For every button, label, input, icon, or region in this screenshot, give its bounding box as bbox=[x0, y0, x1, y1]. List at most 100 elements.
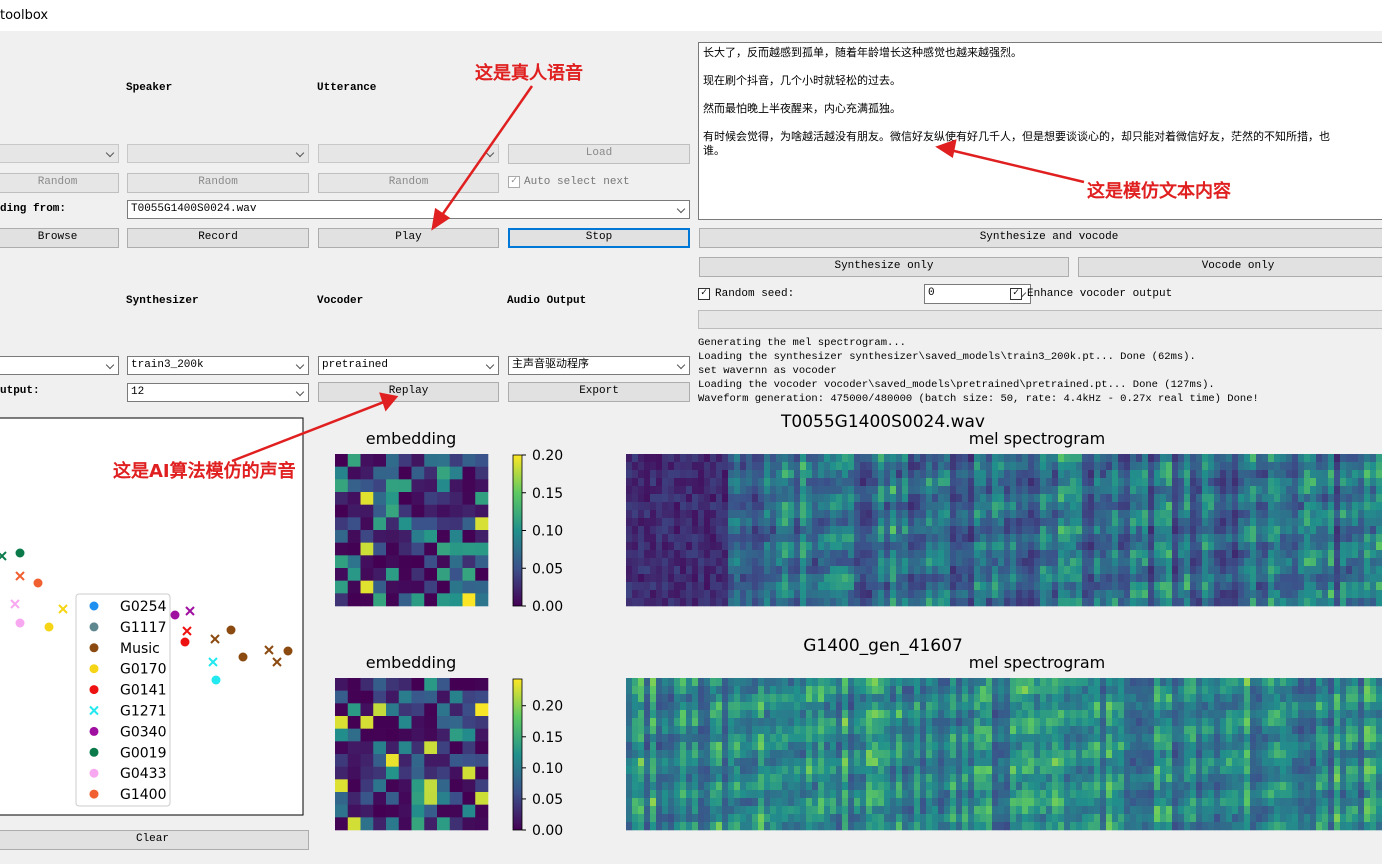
spectrogram-cell bbox=[962, 710, 969, 719]
embedding-cell bbox=[462, 530, 476, 543]
spectrogram-cell bbox=[992, 822, 999, 831]
spectrogram-cell bbox=[1148, 470, 1155, 479]
spectrogram-cell bbox=[1298, 694, 1305, 703]
spectrogram-cell bbox=[1202, 470, 1209, 479]
spectrogram-cell bbox=[680, 462, 687, 471]
spectrogram-cell bbox=[938, 718, 945, 727]
projection-point bbox=[264, 645, 274, 655]
spectrogram-cell bbox=[1004, 590, 1011, 599]
spectrogram-cell bbox=[662, 558, 669, 567]
spectrogram-cell bbox=[740, 806, 747, 815]
spectrogram-cell bbox=[1076, 550, 1083, 559]
spectrogram-cell bbox=[746, 782, 753, 791]
spectrogram-cell bbox=[1352, 486, 1359, 495]
spectrogram-cell bbox=[944, 494, 951, 503]
spectrogram-cell bbox=[932, 486, 939, 495]
spectrogram-cell bbox=[1022, 766, 1029, 775]
spectrogram-cell bbox=[776, 822, 783, 831]
spectrogram-cell bbox=[1256, 694, 1263, 703]
spectrogram-cell bbox=[1124, 478, 1131, 487]
spectrogram-cell bbox=[1154, 494, 1161, 503]
spectrogram-cell bbox=[662, 502, 669, 511]
spectrogram-cell bbox=[974, 494, 981, 503]
spectrogram-cell bbox=[1070, 534, 1077, 543]
spectrogram-cell bbox=[908, 750, 915, 759]
spectrogram-cell bbox=[698, 558, 705, 567]
spectrogram-cell bbox=[944, 822, 951, 831]
embedding-cell bbox=[386, 593, 400, 607]
spectrogram-cell bbox=[1298, 486, 1305, 495]
spectrogram-cell bbox=[1280, 518, 1287, 527]
spectrogram-cell bbox=[854, 494, 861, 503]
spectrogram-cell bbox=[938, 454, 945, 463]
spectrogram-cell bbox=[926, 750, 933, 759]
spectrogram-cell bbox=[1094, 726, 1101, 735]
spectrogram-cell bbox=[806, 470, 813, 479]
spectrogram-cell bbox=[746, 574, 753, 583]
spectrogram-cell bbox=[1310, 526, 1317, 535]
spectrogram-cell bbox=[1166, 526, 1173, 535]
spectrogram-cell bbox=[1262, 542, 1269, 551]
spectrogram-cell bbox=[962, 558, 969, 567]
spectrogram-cell bbox=[1262, 526, 1269, 535]
spectrogram-cell bbox=[1292, 774, 1299, 783]
spectrogram-cell bbox=[812, 470, 819, 479]
spectrogram-cell bbox=[950, 790, 957, 799]
spectrogram-cell bbox=[968, 710, 975, 719]
spectrogram-cell bbox=[704, 758, 711, 767]
spectrogram-cell bbox=[1244, 550, 1251, 559]
spectrogram-cell bbox=[632, 734, 639, 743]
spectrogram-cell bbox=[728, 542, 735, 551]
spectrogram-cell bbox=[908, 678, 915, 687]
spectrogram-cell bbox=[1058, 758, 1065, 767]
spectrogram-cell bbox=[1052, 774, 1059, 783]
window-title: toolbox bbox=[0, 8, 49, 23]
spectrogram-cell bbox=[1070, 502, 1077, 511]
spectrogram-cell bbox=[662, 494, 669, 503]
spectrogram-cell bbox=[1184, 590, 1191, 599]
spectrogram-cell bbox=[914, 590, 921, 599]
spectrogram-cell bbox=[1076, 782, 1083, 791]
spectrogram-cell bbox=[902, 774, 909, 783]
spectrogram-cell bbox=[1094, 558, 1101, 567]
spectrogram-cell bbox=[1202, 806, 1209, 815]
spectrogram-cell bbox=[1286, 494, 1293, 503]
spectrogram-cell bbox=[1058, 510, 1065, 519]
spectrogram-cell bbox=[1226, 806, 1233, 815]
spectrogram-cell bbox=[746, 678, 753, 687]
spectrogram-cell bbox=[884, 534, 891, 543]
spectrogram-cell bbox=[1100, 518, 1107, 527]
embedding-cell bbox=[335, 517, 349, 531]
spectrogram-cell bbox=[1304, 510, 1311, 519]
spectrogram-cell bbox=[1106, 774, 1113, 783]
embedding-cell bbox=[347, 542, 361, 556]
spectrogram-cell bbox=[1358, 542, 1365, 551]
spectrogram-cell bbox=[848, 710, 855, 719]
spectrogram-cell bbox=[1184, 766, 1191, 775]
spectrogram-cell bbox=[1040, 750, 1047, 759]
spectrogram-cell bbox=[842, 774, 849, 783]
spectrogram-cell bbox=[1328, 574, 1335, 583]
spectrogram-cell bbox=[746, 454, 753, 463]
spectrogram-cell bbox=[662, 782, 669, 791]
spectrogram-cell bbox=[944, 478, 951, 487]
spectrogram-cell bbox=[1004, 558, 1011, 567]
spectrogram-cell bbox=[1184, 494, 1191, 503]
spectrogram-cell bbox=[1328, 774, 1335, 783]
spectrogram-cell bbox=[1106, 822, 1113, 831]
spectrogram-cell bbox=[908, 782, 915, 791]
spectrogram-cell bbox=[1148, 750, 1155, 759]
embedding-cell bbox=[411, 728, 425, 742]
spectrogram-cell bbox=[1304, 774, 1311, 783]
spectrogram-cell bbox=[1202, 790, 1209, 799]
spectrogram-cell bbox=[1310, 774, 1317, 783]
spectrogram-cell bbox=[1292, 502, 1299, 511]
spectrogram-cell bbox=[722, 822, 729, 831]
spectrogram-cell bbox=[1058, 726, 1065, 735]
spectrogram-cell bbox=[638, 582, 645, 591]
spectrogram-cell bbox=[1082, 782, 1089, 791]
spectrogram-cell bbox=[1130, 478, 1137, 487]
spectrogram-cell bbox=[776, 558, 783, 567]
spectrogram-cell bbox=[1202, 766, 1209, 775]
spectrogram-cell bbox=[734, 822, 741, 831]
